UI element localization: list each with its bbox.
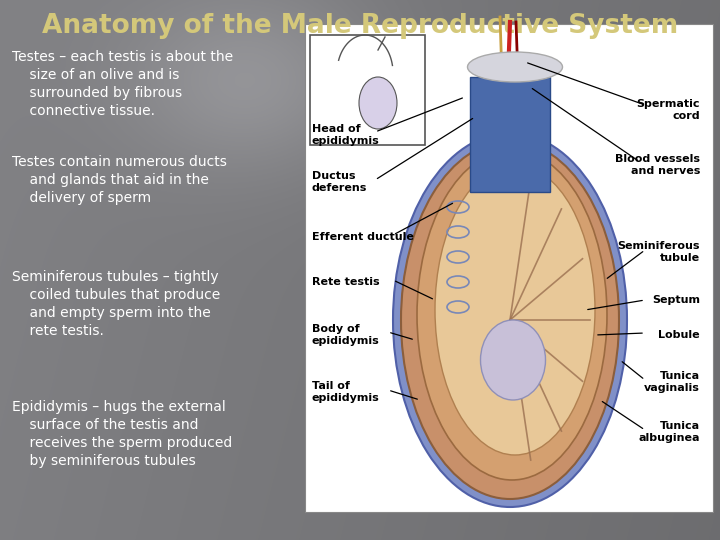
Text: Rete testis: Rete testis [312, 277, 379, 287]
FancyBboxPatch shape [310, 35, 425, 145]
Text: Spermatic
cord: Spermatic cord [636, 99, 700, 121]
Ellipse shape [393, 133, 627, 507]
Text: Tail of
epididymis: Tail of epididymis [312, 381, 379, 403]
Text: Septum: Septum [652, 295, 700, 305]
Text: Efferent ductule: Efferent ductule [312, 232, 414, 242]
Text: Seminiferous
tubule: Seminiferous tubule [618, 241, 700, 263]
Text: Anatomy of the Male Reproductive System: Anatomy of the Male Reproductive System [42, 13, 678, 39]
Text: Testes – each testis is about the
    size of an olive and is
    surrounded by : Testes – each testis is about the size o… [12, 50, 233, 118]
Text: Testes contain numerous ducts
    and glands that aid in the
    delivery of spe: Testes contain numerous ducts and glands… [12, 155, 227, 205]
Text: Body of
epididymis: Body of epididymis [312, 324, 379, 346]
Text: Head of
epididymis: Head of epididymis [312, 124, 379, 146]
Ellipse shape [435, 165, 595, 455]
Ellipse shape [480, 320, 546, 400]
Ellipse shape [359, 77, 397, 129]
Text: Epididymis – hugs the external
    surface of the testis and
    receives the sp: Epididymis – hugs the external surface o… [12, 400, 233, 468]
Ellipse shape [401, 141, 619, 499]
FancyBboxPatch shape [470, 77, 550, 192]
FancyBboxPatch shape [305, 24, 713, 512]
Text: Blood vessels
and nerves: Blood vessels and nerves [615, 154, 700, 176]
Text: Lobule: Lobule [658, 330, 700, 340]
Text: Tunica
albuginea: Tunica albuginea [639, 421, 700, 443]
Text: Ductus
deferens: Ductus deferens [312, 171, 367, 193]
Ellipse shape [417, 150, 607, 480]
Text: Tunica
vaginalis: Tunica vaginalis [644, 371, 700, 393]
Text: Seminiferous tubules – tightly
    coiled tubules that produce
    and empty spe: Seminiferous tubules – tightly coiled tu… [12, 270, 220, 338]
Ellipse shape [467, 52, 562, 82]
